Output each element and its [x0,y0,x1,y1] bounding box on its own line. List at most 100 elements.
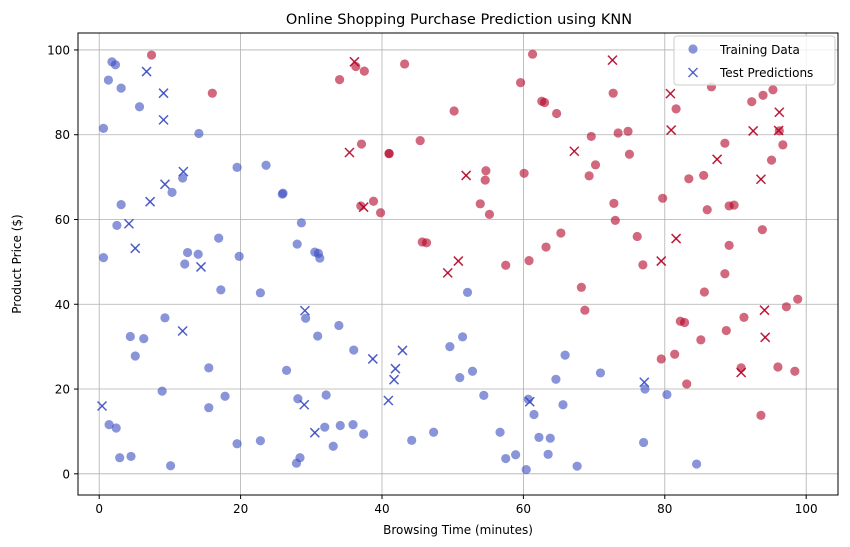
training-point [207,88,217,98]
training-point [640,384,650,394]
plot-area-frame [77,32,839,496]
legend: Training Data Test Predictions [673,35,836,86]
training-point [481,166,491,176]
training-point [747,97,757,107]
training-point [348,420,358,430]
test-prediction-point [97,400,108,412]
training-point [521,464,531,475]
y-tick-label: 40 [55,298,70,312]
y-tick-label: 20 [55,383,70,397]
chart-title: Online Shopping Purchase Prediction usin… [286,12,632,28]
test-prediction-point [123,218,134,229]
y-tick-label: 60 [55,213,70,227]
training-point [301,313,311,323]
training-point [682,379,692,389]
training-point [560,350,570,360]
training-point [359,66,369,76]
training-point [146,50,157,60]
training-point [111,423,121,433]
test-prediction-point [383,395,394,406]
x-tick-label: 40 [374,502,389,516]
training-point [736,363,746,373]
training-point [739,312,749,323]
test-prediction-point [141,66,152,77]
training-point [758,90,768,100]
x-tick-label: 80 [657,502,672,516]
x-tick-label: 100 [795,502,818,516]
legend-marker-training [688,44,698,54]
x-axis-ticks: 0 20 40 60 80 100 [95,495,818,516]
training-point [320,422,330,432]
training-point [126,451,136,462]
training-point [125,331,135,342]
legend-marker-test [687,67,699,78]
training-point [720,138,730,148]
training-point [103,75,113,85]
training-point [296,218,307,228]
training-point [204,363,214,373]
training-point [351,61,361,72]
training-point [328,441,338,451]
training-point [773,362,783,372]
training-point [580,305,590,315]
training-point [167,187,177,197]
training-point [291,458,302,468]
test-prediction-point [177,325,188,336]
training-point [232,439,242,449]
test-prediction-point [158,114,169,125]
training-point [216,285,226,295]
test-prediction-point [569,146,580,157]
training-point [720,269,730,279]
test-prediction-point [367,353,378,364]
test-prediction-point [671,233,682,244]
training-point [638,260,648,270]
training-point [462,287,473,297]
training-point [98,253,109,263]
training-point [624,149,635,159]
test-prediction-point [195,261,207,272]
training-point [415,136,425,146]
training-point [551,374,561,384]
test-prediction-point [390,363,401,374]
test-prediction-point [461,170,472,181]
test-prediction-point [349,56,360,67]
test-prediction-point [442,267,453,278]
training-point [724,240,734,250]
training-point [98,123,109,133]
training-point [115,453,125,463]
training-point [540,97,550,108]
test-prediction-point [397,345,408,356]
test-prediction-point [748,125,759,136]
training-point [766,155,777,165]
training-point [292,239,302,249]
training-point [356,139,367,149]
training-point [455,372,465,383]
training-point [193,249,203,259]
training-point [671,104,681,114]
training-point [545,433,555,443]
training-point [757,225,767,235]
training-point [556,228,566,238]
training-point [194,128,204,139]
test-prediction-point [774,107,785,118]
training-point [501,260,511,270]
training-point [180,259,190,269]
grid-lines [78,33,838,495]
training-point [479,390,489,400]
training-point [609,198,619,208]
training-point [313,331,323,341]
training-point [429,427,439,437]
test-prediction-point [358,202,369,213]
training-point [584,171,594,181]
training-point [255,288,265,298]
legend-box [673,35,836,86]
test-prediction-point [759,305,770,316]
training-point [684,174,694,184]
training-point [543,449,553,459]
x-tick-label: 0 [95,502,103,516]
training-point [692,459,702,469]
y-tick-label: 0 [62,467,70,481]
training-point [375,208,386,218]
test-prediction-point [760,332,771,343]
training-point [359,429,369,439]
